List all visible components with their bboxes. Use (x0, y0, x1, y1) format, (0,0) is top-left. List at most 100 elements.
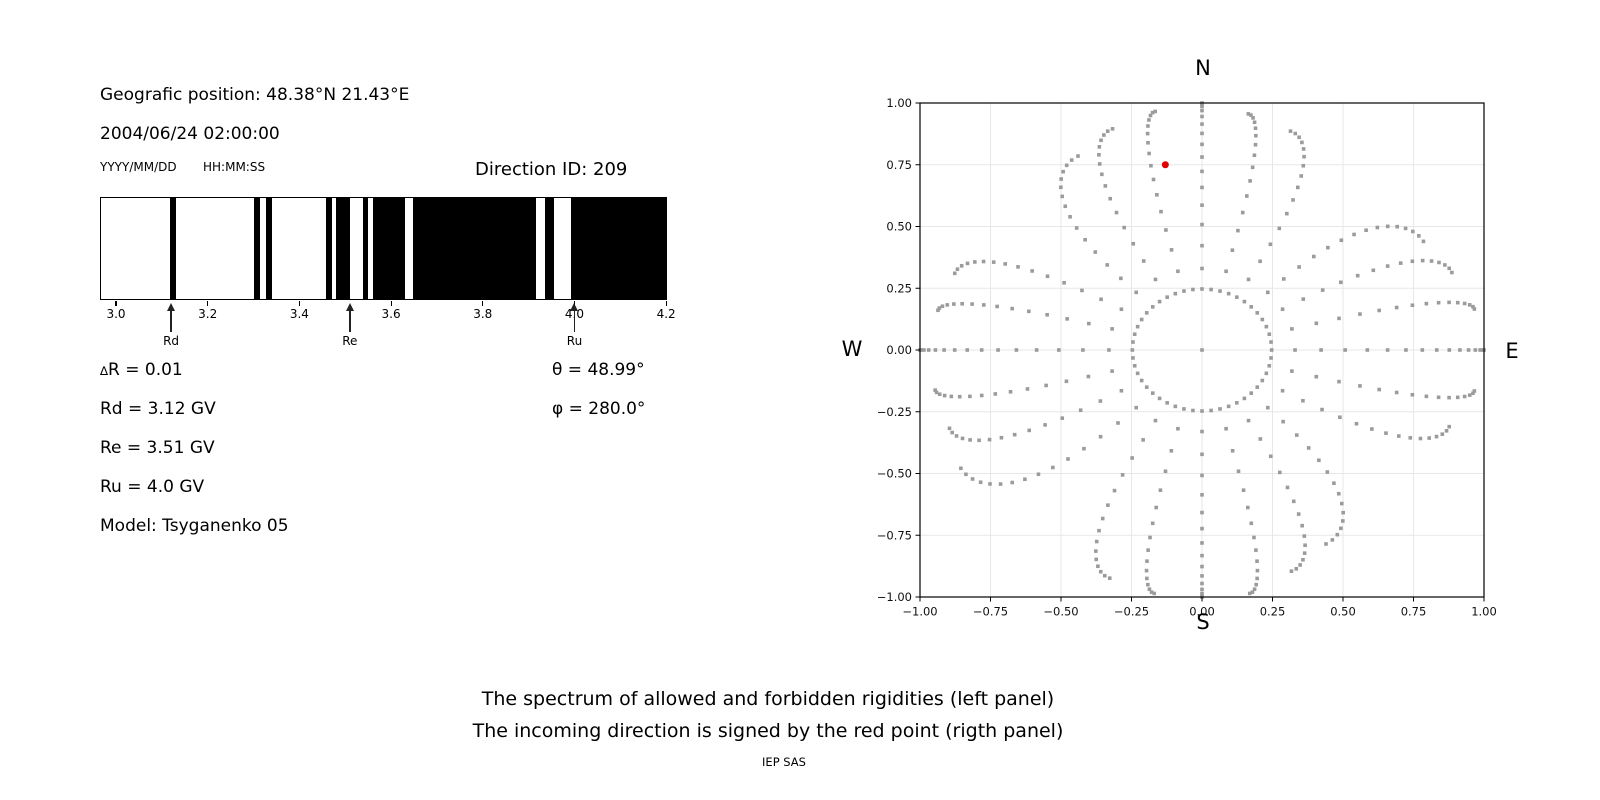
direction-grid-dot (1252, 153, 1257, 158)
direction-grid-dot (1200, 114, 1204, 119)
direction-grid-dot (952, 348, 957, 352)
direction-grid-dot (1285, 485, 1290, 490)
ru-annotation: Ru = 4.0 GV (100, 477, 205, 497)
direction-grid-dot (978, 480, 983, 485)
direction-grid-dot (1471, 391, 1475, 396)
direction-grid-dot (1241, 488, 1246, 492)
direction-grid-dot (1150, 521, 1155, 526)
direction-grid-dot (1255, 576, 1259, 581)
direction-grid-dot (1254, 133, 1258, 138)
direction-grid-dot (1338, 415, 1342, 420)
datetime-text: 2004/06/24 02:00:00 (100, 124, 280, 144)
direction-grid-dot (1157, 396, 1162, 401)
direction-grid-dot (1447, 424, 1452, 429)
direction-grid-dot (968, 394, 972, 399)
direction-grid-dot (1119, 388, 1124, 393)
direction-grid-dot (1408, 436, 1413, 440)
rigidity-marker-arrowhead (167, 303, 176, 311)
direction-grid-dot (1164, 228, 1168, 232)
direction-grid-dot (1247, 591, 1252, 596)
y-axis-tick-label: 0.25 (886, 281, 912, 295)
x-axis-tick-label: −0.25 (1114, 605, 1149, 619)
forbidden-rigidity-band (266, 198, 272, 299)
direction-grid-dot (1059, 177, 1063, 181)
direction-grid-dot (1051, 465, 1055, 470)
direction-grid-dot (1209, 287, 1213, 292)
direction-grid-dot (1418, 436, 1423, 441)
direction-grid-dot (1151, 177, 1156, 182)
direction-grid-dot (1218, 289, 1222, 293)
direction-grid-dot (1467, 303, 1472, 307)
direction-grid-dot (1200, 587, 1204, 592)
direction-grid-dot (1150, 305, 1155, 309)
direction-grid-dot (1269, 356, 1273, 360)
direction-grid-dot (1105, 129, 1110, 133)
direction-grid-dot (1444, 429, 1449, 433)
direction-grid-dot (1245, 194, 1249, 198)
direction-id-title: Direction ID: 209 (475, 159, 628, 180)
direction-grid-dot (1301, 297, 1306, 301)
direction-grid-dot (1200, 104, 1204, 109)
direction-grid-dot (1249, 305, 1254, 309)
direction-grid-dot (940, 304, 945, 309)
direction-grid-dot (1398, 261, 1403, 265)
direction-grid-dot (1410, 259, 1415, 264)
direction-grid-dot (1339, 280, 1343, 285)
direction-grid-dot (1337, 379, 1341, 384)
direction-grid-dot (1242, 396, 1247, 401)
rigidity-marker-label: Re (342, 334, 358, 348)
geographic-position-text: Geografic position: 48.38°N 21.43°E (100, 85, 410, 105)
direction-grid-dot (1099, 138, 1103, 143)
direction-grid-dot (1421, 239, 1426, 244)
direction-grid-dot (1301, 398, 1305, 403)
direction-grid-dot (1300, 140, 1304, 145)
direction-grid-dot (1163, 469, 1168, 474)
direction-grid-dot (1200, 591, 1204, 596)
direction-grid-dot (942, 393, 947, 398)
direction-grid-dot (959, 264, 964, 268)
direction-grid-dot (1337, 316, 1341, 321)
direction-grid-dot (1404, 348, 1408, 352)
direction-grid-dot (1324, 542, 1328, 546)
spectrum-axis-tick-label: 3.4 (289, 307, 309, 321)
direction-grid-dot (1132, 363, 1137, 368)
direction-grid-dot (1149, 163, 1153, 168)
spectrum-axis-tick-label: 4.2 (656, 307, 676, 321)
x-axis-tick-label: 1.00 (1471, 605, 1497, 619)
direction-grid-dot (1236, 228, 1240, 233)
forbidden-rigidity-band (169, 198, 176, 299)
direction-grid-dot (1332, 481, 1336, 485)
direction-grid-dot (968, 438, 972, 442)
direction-grid-dot (1003, 262, 1008, 266)
x-axis-tick-label: 0.00 (1189, 605, 1215, 619)
direction-grid-dot (1370, 427, 1374, 431)
direction-grid-dot (1429, 259, 1434, 263)
direction-grid-dot (1301, 557, 1305, 562)
direction-grid-dot (1114, 210, 1119, 215)
direction-grid-dot (1045, 312, 1049, 317)
direction-grid-dot (1252, 535, 1256, 540)
direction-grid-dot (1260, 378, 1265, 383)
direction-grid-dot (1291, 198, 1295, 202)
delta-r-value: R = 0.01 (108, 360, 183, 380)
spectrum-axis-tick (115, 301, 117, 306)
direction-grid-dot (1424, 394, 1429, 399)
direction-grid-dot (991, 260, 996, 264)
direction-grid-dot (1173, 404, 1178, 409)
forbidden-rigidity-band (570, 198, 666, 299)
direction-grid-dot (981, 303, 986, 307)
direction-grid-dot (1086, 374, 1091, 379)
direction-grid-dot (1030, 269, 1034, 273)
direction-grid-dot (1158, 488, 1163, 492)
direction-grid-dot (1299, 174, 1304, 178)
direction-grid-dot (1010, 306, 1014, 311)
rigidity-marker-arrow (349, 310, 351, 332)
direction-grid-dot (1268, 242, 1273, 247)
direction-grid-dot (979, 348, 984, 352)
direction-grid-dot (1176, 426, 1180, 431)
direction-grid-dot (1314, 374, 1319, 379)
direction-grid-dot (1200, 222, 1204, 227)
direction-grid-dot (1355, 273, 1360, 278)
direction-grid-dot (1169, 448, 1174, 453)
